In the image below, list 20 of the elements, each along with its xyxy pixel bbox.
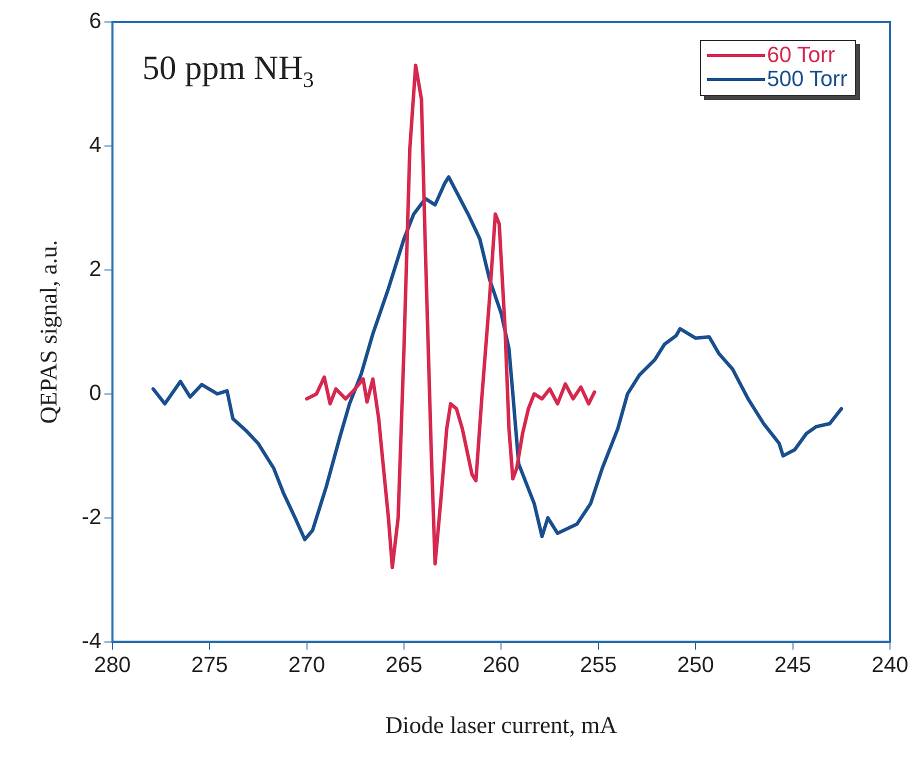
y-tick-label: -2 — [82, 504, 102, 529]
x-tick-label: 260 — [482, 652, 520, 678]
x-tick-label: 255 — [580, 652, 617, 678]
x-tick-label: 245 — [774, 652, 812, 678]
y-tick-label: 4 — [89, 132, 102, 158]
x-tick-label: 275 — [191, 652, 228, 678]
annotation: 50 ppm NH$_{3}$ — [142, 50, 314, 93]
x-axis-title: Diode laser current, mA — [385, 712, 618, 739]
y-axis-title: QEPAS signal, a.u. — [36, 240, 63, 424]
x-tick-label: 270 — [288, 652, 326, 678]
legend-label: 500 Torr — [767, 66, 848, 91]
x-tick-label: 280 — [94, 652, 131, 678]
legend-label: 60 Torr — [767, 42, 836, 67]
y-tick-label: 6 — [89, 8, 102, 34]
y-tick-label: 0 — [89, 380, 102, 405]
x-tick-label: 265 — [386, 652, 422, 678]
x-tick-label: 250 — [677, 652, 714, 678]
y-tick-label: 2 — [89, 256, 102, 281]
x-tick-label: 240 — [872, 652, 908, 678]
y-tick-label: -4 — [82, 628, 102, 653]
